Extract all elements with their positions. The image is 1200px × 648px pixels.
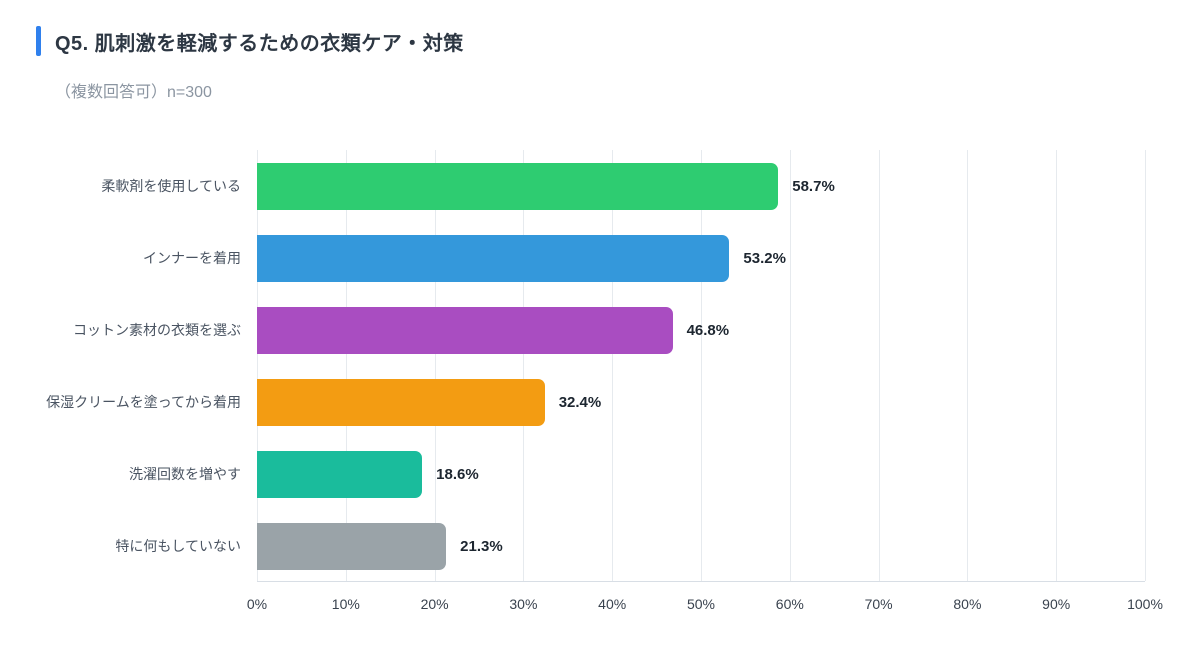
bar <box>257 306 673 354</box>
bar-track: 18.6% <box>257 450 1145 498</box>
gridline <box>612 150 614 581</box>
x-tick-label: 70% <box>864 596 893 612</box>
x-tick-label: 50% <box>686 596 716 612</box>
title-accent-bar <box>36 26 41 56</box>
category-label: コットン素材の衣類を選ぶ <box>73 321 241 338</box>
chart-row: インナーを着用 53.2% <box>36 222 1145 294</box>
page-title: Q5. 肌刺激を軽減するための衣類ケア・対策 <box>55 32 464 55</box>
bar <box>257 378 545 426</box>
value-label: 21.3% <box>460 537 503 555</box>
x-tick-label: 90% <box>1042 596 1071 612</box>
bar <box>257 234 730 282</box>
chart-header: Q5. 肌刺激を軽減するための衣類ケア・対策 <box>36 26 1200 56</box>
category-label: インナーを着用 <box>143 249 241 266</box>
bar-track: 21.3% <box>257 522 1145 570</box>
value-label: 46.8% <box>686 321 730 339</box>
x-tick-label: 60% <box>775 596 804 612</box>
bar <box>257 162 779 210</box>
gridline <box>701 150 702 581</box>
chart-row: コットン素材の衣類を選ぶ 46.8% <box>36 294 1145 366</box>
value-label: 32.4% <box>558 393 602 411</box>
bar <box>257 450 423 498</box>
category-label: 保湿クリームを塗ってから着用 <box>46 393 241 410</box>
bar <box>257 522 447 570</box>
category-label: 特に何もしていない <box>115 537 241 554</box>
x-tick-label: 0% <box>246 596 268 612</box>
x-tick-label: 40% <box>598 596 627 612</box>
value-label: 53.2% <box>743 249 786 267</box>
category-label: 洗濯回数を増やす <box>129 465 241 482</box>
x-tick-label: 10% <box>331 596 360 612</box>
bar-track: 46.8% <box>257 306 1145 354</box>
gridline <box>523 150 525 581</box>
x-axis: 0% 10% 20% 30% 40% 50% 60% 70% 80% 90% 100% <box>247 596 1163 618</box>
chart-rows: 柔軟剤を使用している 58.7% インナーを着用 53.2% コットン素材の衣類を選ぶ 4… <box>36 150 1145 582</box>
value-label: 58.7% <box>792 177 835 195</box>
x-tick-label: 30% <box>509 596 538 612</box>
x-tick-label: 100% <box>1127 596 1163 612</box>
chart-row: 洗濯回数を増やす 18.6% <box>36 438 1145 510</box>
bar-track: 32.4% <box>257 378 1145 426</box>
chart-row: 保湿クリームを塗ってから着用 32.4% <box>36 366 1145 438</box>
gridline <box>967 150 969 581</box>
gridline <box>345 150 347 581</box>
bar-chart: 柔軟剤を使用している 58.7% インナーを着用 53.2% コットン素材の衣類を選ぶ 4… <box>36 128 1200 638</box>
chart-row: 柔軟剤を使用している 58.7% <box>36 150 1145 222</box>
x-tick-label: 80% <box>953 596 982 612</box>
gridline <box>1145 150 1146 581</box>
gridline <box>257 150 258 581</box>
category-label: 柔軟剤を使用している <box>101 177 241 194</box>
plot-area <box>257 150 1146 582</box>
gridline <box>878 150 880 581</box>
value-label: 18.6% <box>436 465 479 483</box>
gridline <box>434 150 436 581</box>
gridline <box>1056 150 1058 581</box>
chart-row: 特に何もしていない 21.3% <box>36 510 1145 582</box>
x-tick-label: 20% <box>420 596 449 612</box>
gridline <box>789 150 791 581</box>
bar-track: 53.2% <box>257 234 1145 282</box>
chart-subtitle: （複数回答可）n=300 <box>55 84 212 101</box>
bar-track: 58.7% <box>257 162 1145 210</box>
